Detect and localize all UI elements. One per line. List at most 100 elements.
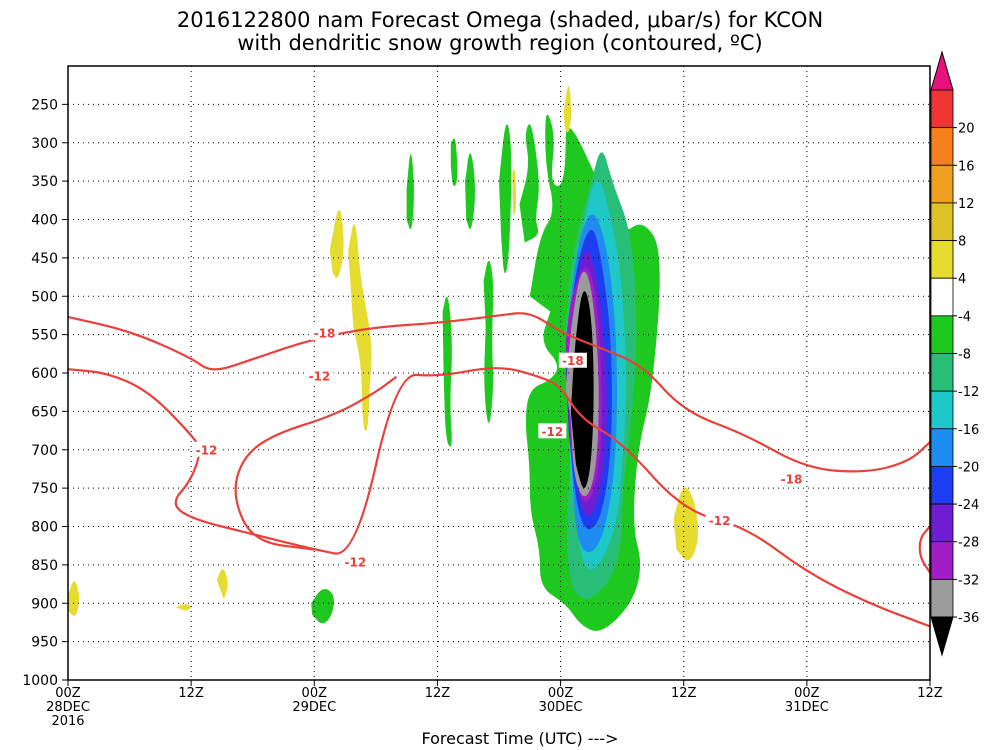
colorbar-segment-13 [930, 541, 954, 580]
colorbar-label-10: -24 [958, 498, 979, 513]
contour-line-0 [68, 312, 930, 473]
x-tick-label-3-0: 12Z [425, 686, 451, 701]
contour-label-7: -12 [709, 514, 731, 528]
colorbar-segment-11 [930, 466, 954, 505]
x-tick-label-4-0: 00Z [548, 686, 574, 701]
contour-label-bg-7 [705, 512, 734, 528]
omega-region-24 [175, 604, 192, 611]
y-tick-label-0: 250 [31, 97, 58, 113]
colorbar-segment-14 [930, 578, 954, 618]
colorbar-label-4: 4 [958, 272, 966, 287]
x-tick-label-6-0: 00Z [794, 686, 820, 701]
contour-label-bg-3 [341, 553, 370, 569]
colorbar-label-3: 8 [958, 235, 966, 250]
y-tick-label-10: 750 [31, 481, 58, 497]
x-tick-label-2-1: 29DEC [292, 700, 336, 715]
colorbar-label-5: -4 [958, 310, 971, 325]
omega-region-22 [68, 581, 80, 616]
contour-label-bg-4 [558, 352, 587, 368]
omega-region-0 [519, 124, 539, 243]
contour-labels: -18 -12 -12 -12 -18 -12 -18 -12 [192, 325, 806, 569]
contour-label-4: -18 [562, 354, 584, 368]
contour-label-bg-2 [192, 441, 221, 457]
x-tick-label-1-0: 12Z [178, 686, 204, 701]
omega-region-11 [442, 296, 452, 447]
colorbar-label-11: -28 [958, 536, 979, 551]
contour-label-bg-0 [310, 325, 339, 341]
y-tick-label-2: 350 [31, 174, 58, 190]
colorbar-label-6: -8 [958, 348, 971, 363]
omega-region-17 [563, 86, 572, 133]
y-tick-label-5: 500 [31, 289, 58, 305]
colorbar-segment-3 [930, 164, 954, 204]
y-tick-label-9: 700 [31, 443, 58, 459]
colorbar-segment-2 [930, 127, 954, 166]
contour-label-2: -12 [196, 443, 218, 457]
colorbar-top-triangle [930, 50, 954, 91]
y-tick-label-8: 650 [31, 404, 58, 420]
colorbar-label-13: -36 [958, 611, 979, 626]
colorbar-label-7: -12 [958, 385, 979, 400]
colorbar-segment-9 [930, 390, 954, 430]
colorbar-label-8: -16 [958, 423, 979, 438]
colorbar-segment-8 [930, 353, 954, 392]
x-tick-label-0-2: 2016 [51, 714, 84, 729]
y-tick-label-3: 400 [31, 213, 58, 229]
omega-region-9 [570, 291, 594, 489]
omega-region-14 [465, 153, 476, 230]
temperature-contours [68, 312, 930, 628]
contour-label-0: -18 [314, 327, 336, 341]
colorbar-segment-12 [930, 503, 954, 543]
x-tick-label-0-0: 00Z [55, 686, 81, 701]
contour-line-1 [68, 367, 930, 628]
omega-shading [68, 86, 698, 631]
colorbar-segment-5 [930, 240, 954, 279]
colorbar-label-2: 12 [958, 197, 975, 212]
colorbar-segment-7 [930, 315, 954, 354]
colorbar-bottom-triangle [930, 616, 954, 657]
y-tick-label-7: 600 [31, 366, 58, 382]
plot-frame [67, 65, 931, 681]
y-axis: 250 300 350 400 450 500 550 600 650 700 750 800 850 9… [22, 97, 68, 689]
y-tick-label-6: 550 [31, 328, 58, 344]
contour-label-bg-1 [305, 368, 334, 384]
x-tick-label-0-1: 28DEC [46, 700, 90, 715]
omega-region-21 [673, 487, 698, 561]
contour-label-5: -12 [542, 425, 564, 439]
omega-region-13 [450, 138, 458, 186]
y-tick-label-14: 950 [31, 635, 58, 651]
colorbar-segment-1 [930, 89, 954, 129]
chart-title-line-1: 2016122800 nam Forecast Omega (shaded, μ… [177, 8, 823, 32]
x-tick-label-4-1: 30DEC [539, 700, 583, 715]
contour-label-6: -18 [781, 472, 803, 486]
colorbar-label-12: -32 [958, 573, 979, 588]
omega-region-12 [406, 154, 414, 230]
omega-region-16 [311, 589, 334, 624]
colorbar-segment-10 [930, 428, 954, 467]
colorbar-segment-6 [930, 277, 954, 317]
colorbar-label-1: 16 [958, 159, 975, 174]
contour-label-1: -12 [309, 370, 331, 384]
contour-label-3: -12 [344, 555, 366, 569]
contour-label-bg-5 [538, 423, 567, 439]
x-tick-label-5-0: 12Z [671, 686, 697, 701]
omega-region-15 [499, 124, 512, 274]
x-axis-label: Forecast Time (UTC) ---> [421, 729, 618, 748]
colorbar-label-0: 20 [958, 122, 975, 137]
x-tick-label-7-0: 12Z [917, 686, 943, 701]
x-tick-label-2-0: 00Z [302, 686, 328, 701]
omega-region-20 [348, 224, 372, 432]
omega-region-18 [512, 169, 517, 216]
contour-line-3 [234, 375, 398, 551]
colorbar: 20 16 12 8 4 -4 -8 -12 -16 -20 -24 -28 -32 -36 [930, 50, 979, 657]
y-tick-label-11: 800 [31, 520, 58, 536]
colorbar-segment-4 [930, 202, 954, 241]
chart-title-line-2: with dendritic snow growth region (conto… [237, 31, 762, 55]
omega-region-19 [329, 209, 344, 278]
grid-lines [68, 66, 930, 681]
y-tick-label-12: 850 [31, 558, 58, 574]
y-tick-label-1: 300 [31, 136, 58, 152]
y-tick-label-15: 1000 [22, 673, 58, 689]
